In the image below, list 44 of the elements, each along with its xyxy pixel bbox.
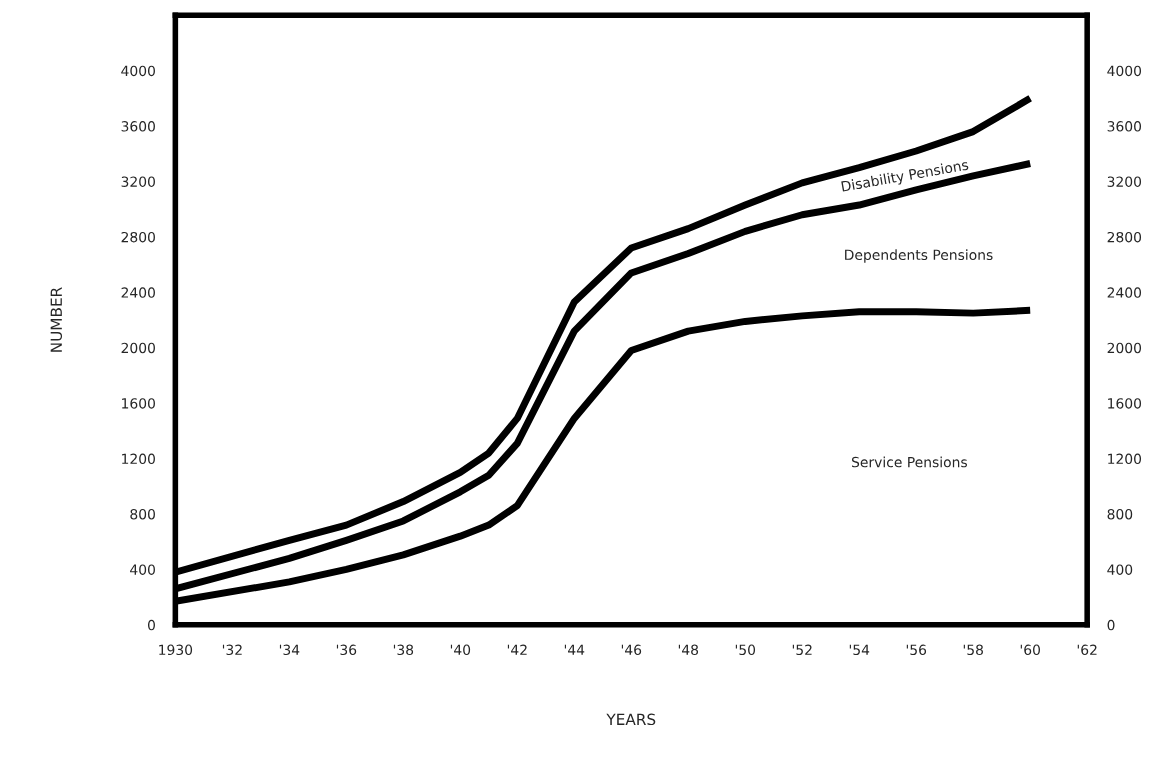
x-tick-label: '52 (792, 644, 812, 656)
x-tick-label: 1930 (159, 644, 193, 656)
x-tick-label: '40 (450, 644, 471, 656)
y2-tick-label: 4000 (1107, 65, 1142, 77)
y-tick-label: 800 (130, 508, 155, 520)
x-tick-label: '36 (336, 644, 357, 656)
y-axis-title: NUMBER (50, 287, 63, 352)
y-tick-label: 400 (130, 564, 155, 575)
x-tick-label: '34 (279, 644, 300, 656)
y-tick-label: 2800 (121, 231, 155, 243)
x-tick-label: '42 (507, 644, 527, 655)
y-tick-label: 3600 (121, 121, 155, 132)
y2-tick-label: 1200 (1108, 453, 1142, 465)
annotation: Disability Pensions (841, 159, 970, 195)
y-tick-label: 2000 (121, 342, 155, 354)
y2-tick-label: 0 (1107, 619, 1115, 631)
y2-tick-label: 400 (1107, 564, 1133, 575)
y2-tick-label: 3600 (1107, 121, 1142, 132)
y2-tick-label: 2000 (1107, 342, 1142, 354)
annotation: Dependents Pensions (845, 249, 993, 263)
x-tick-label: '54 (849, 644, 870, 656)
annotation: Service Pensions (851, 456, 967, 468)
x-tick-label: '56 (906, 644, 927, 656)
y2-tick-label: 1600 (1108, 398, 1142, 409)
x-tick-label: '48 (678, 644, 699, 656)
x-axis-title: YEARS (606, 713, 656, 726)
y-tick-label: 0 (147, 619, 155, 631)
y2-tick-label: 3200 (1107, 176, 1142, 187)
y2-tick-label: 2800 (1107, 231, 1142, 243)
x-tick-label: '62 (1077, 644, 1097, 656)
y-tick-label: 4000 (121, 65, 155, 77)
x-tick-label: '44 (564, 644, 585, 655)
y-tick-label: 3200 (121, 176, 155, 187)
x-tick-label: '50 (735, 644, 756, 656)
y-tick-label: 1200 (122, 453, 155, 465)
y-tick-label: 1600 (122, 398, 155, 409)
y2-tick-label: 800 (1107, 508, 1133, 520)
x-tick-label: '32 (222, 644, 242, 656)
y-tick-label: 2400 (121, 287, 155, 298)
y2-tick-label: 2400 (1107, 287, 1142, 298)
x-tick-label: '46 (621, 644, 642, 656)
x-tick-label: '58 (963, 644, 983, 656)
x-tick-label: '38 (393, 644, 414, 656)
x-tick-label: '60 (1020, 644, 1040, 656)
